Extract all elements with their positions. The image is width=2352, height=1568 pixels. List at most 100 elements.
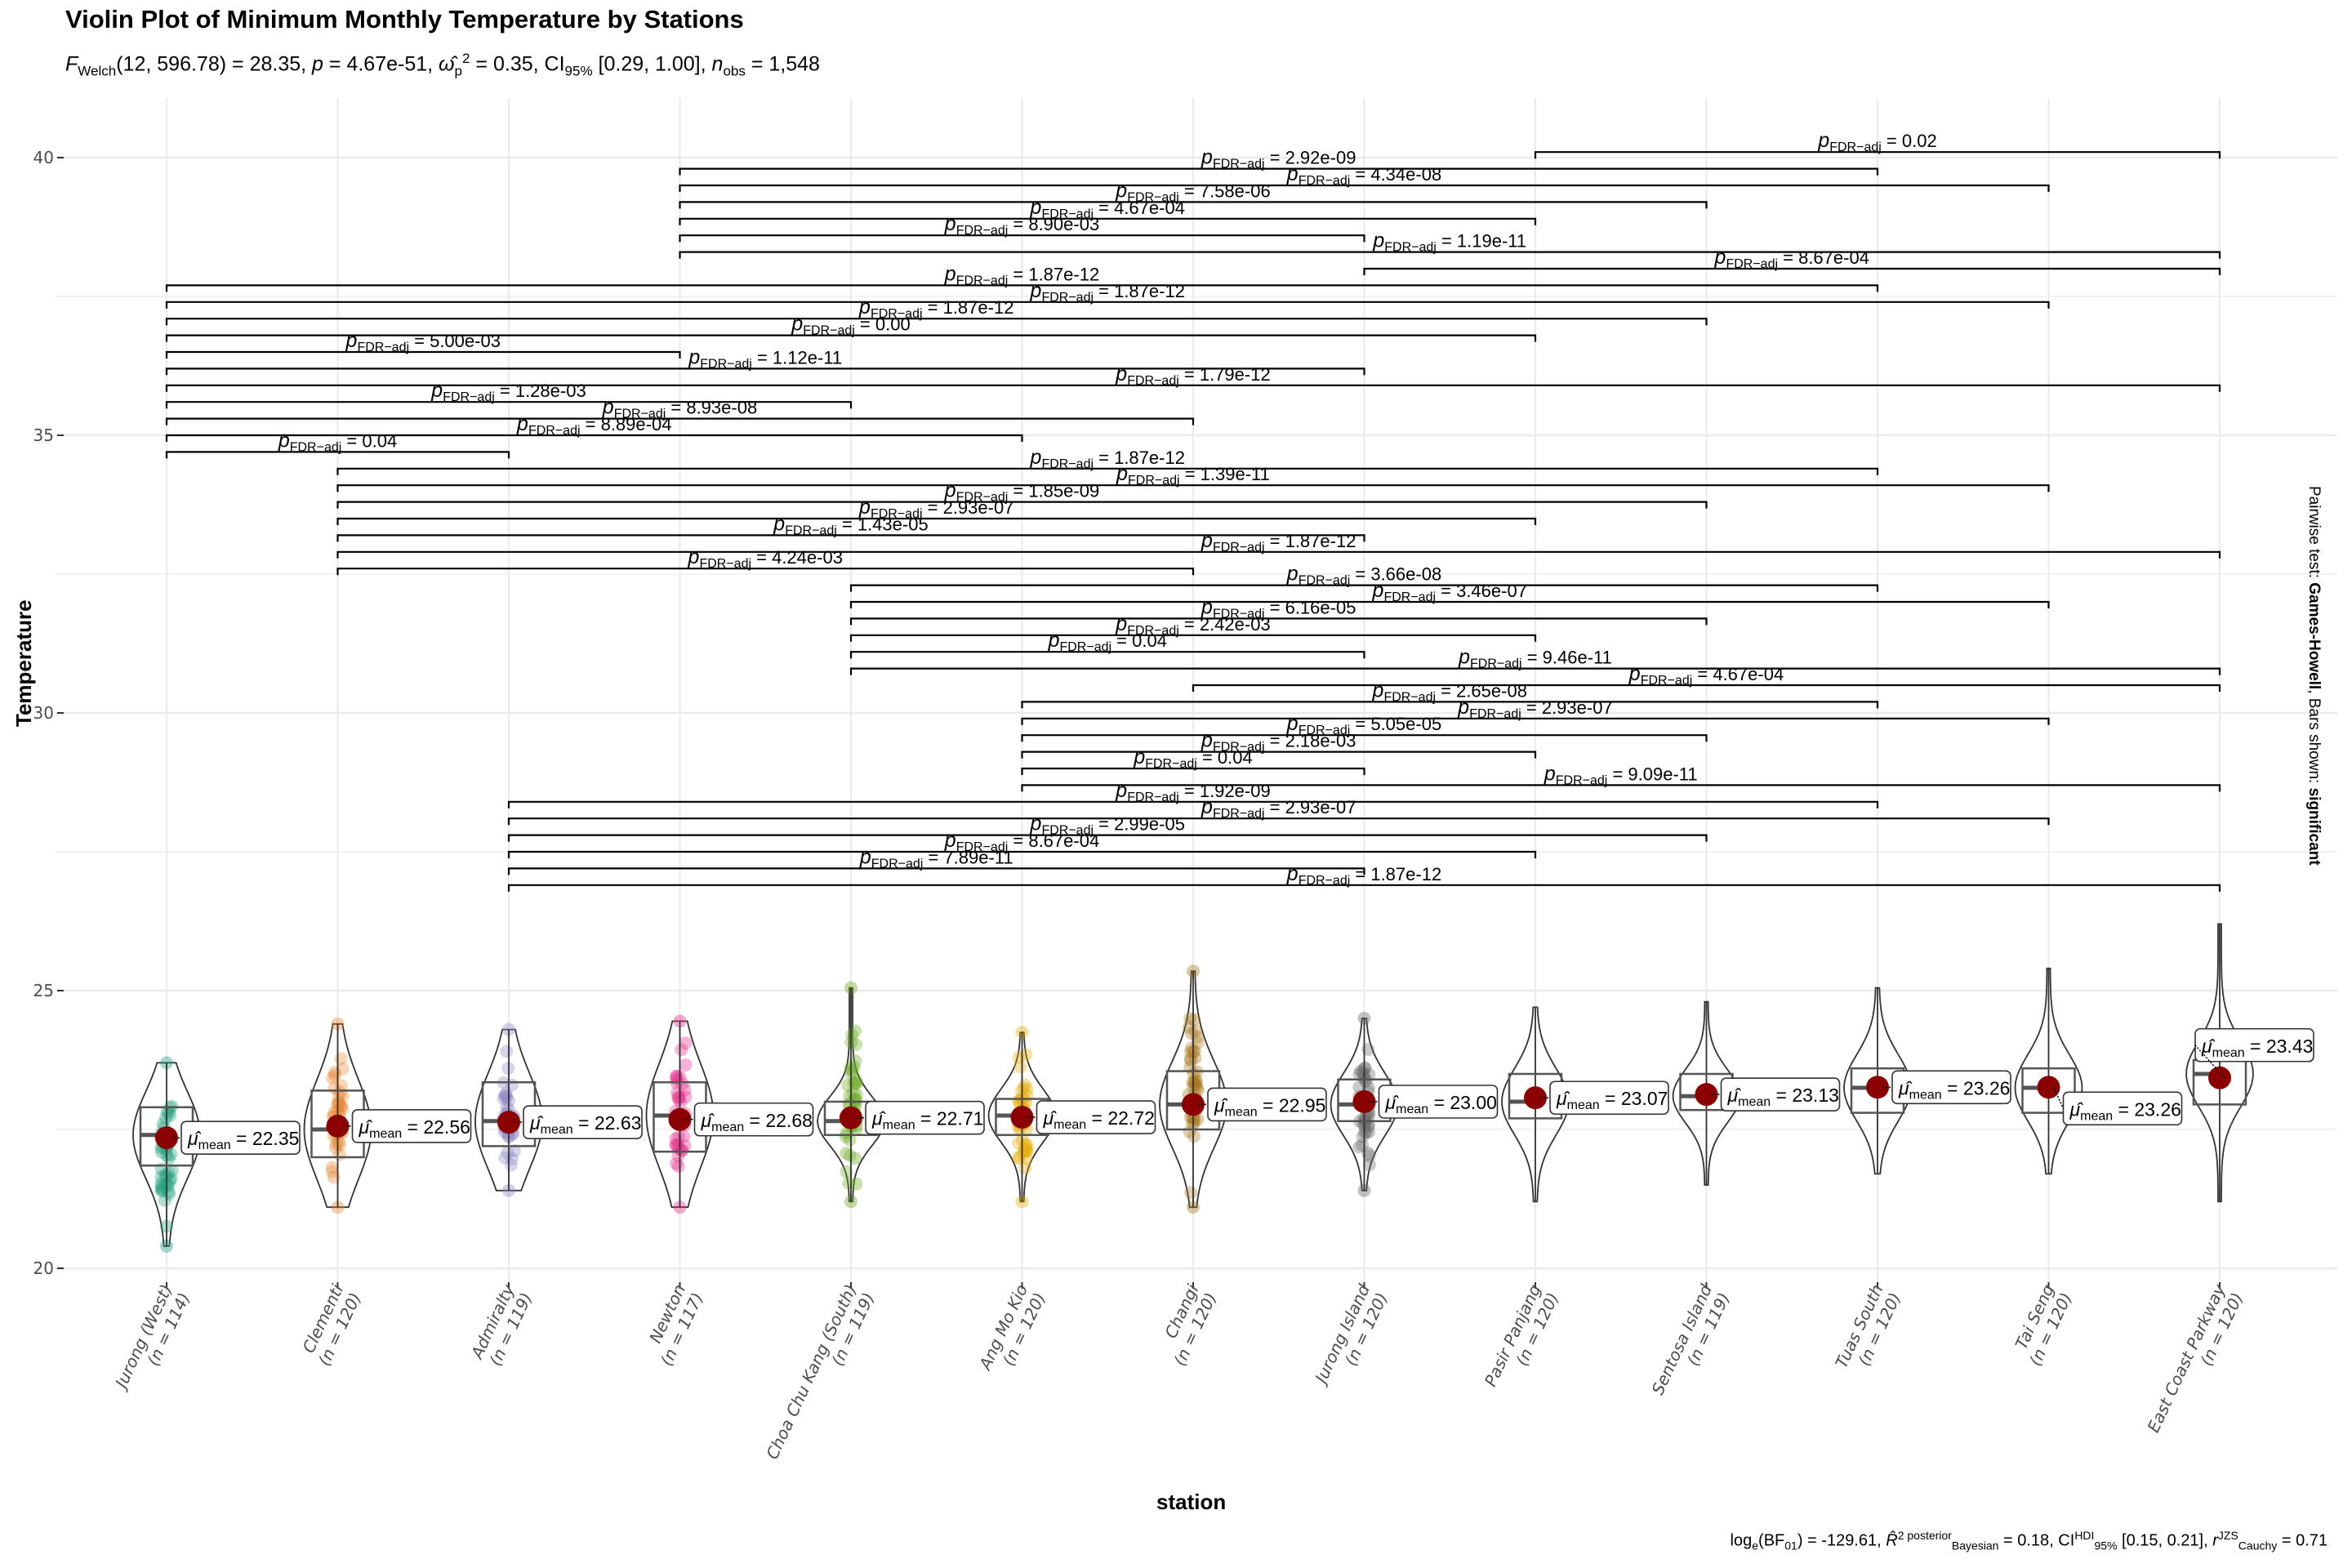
data-point [327, 1068, 341, 1082]
data-point [336, 1089, 350, 1102]
pairwise-caption: Pairwise test: Games-Howell, Bars shown:… [2305, 486, 2323, 866]
comparison-p-label: pFDR−adj = 1.87e-12 [1286, 862, 1441, 888]
comparison-p-label: pFDR−adj = 8.67e-04 [944, 829, 1099, 854]
comparison-p-label: pFDR−adj = 3.66e-08 [1286, 563, 1441, 588]
x-tick-label: East Coast Parkway(n = 120) [2144, 1281, 2247, 1436]
mean-label: μ̂mean = 23.00 [1369, 1085, 1499, 1119]
comparison-p-label: pFDR−adj = 0.00 [791, 313, 910, 338]
data-point [1358, 1113, 1372, 1127]
data-point [1362, 1067, 1376, 1081]
comparison-bracket [507, 800, 1879, 808]
x-tick-label: Choa Chu Kang (South)(n = 119) [762, 1281, 878, 1463]
subtitle-df2: 596.78 [157, 52, 220, 76]
data-point [1184, 1054, 1198, 1067]
comparison-p-label: pFDR−adj = 2.42e-03 [1115, 612, 1270, 638]
station-violin [1672, 1000, 1741, 1186]
data-point [842, 1176, 856, 1190]
station-violin [2185, 923, 2254, 1203]
data-point [158, 1193, 172, 1207]
subtitle-test: Welch [78, 63, 117, 79]
data-point [497, 1092, 510, 1106]
data-point [843, 1148, 857, 1162]
comparison-bracket [1021, 717, 2050, 725]
comparison-bracket [165, 284, 1879, 292]
mean-point [1010, 1106, 1034, 1129]
comparison-p-label: pFDR−adj = 8.90e-03 [944, 212, 1099, 238]
mean-point [497, 1111, 520, 1134]
subtitle-p: 4.67e-51 [346, 52, 428, 76]
comparison-p-label: pFDR−adj = 4.24e-03 [688, 546, 843, 571]
pairwise-test-name: Games-Howell [2305, 582, 2323, 690]
mean-label: μ̂mean = 22.68 [684, 1102, 814, 1137]
x-tick-label: Sentosa Island(n = 119) [1648, 1281, 1734, 1398]
comparison-p-label: pFDR−adj = 1.28e-03 [430, 379, 586, 404]
comparison-bracket [165, 334, 1537, 342]
comparison-bracket [679, 217, 1537, 225]
data-point [679, 1036, 693, 1050]
y-tick-label: 25 [33, 981, 54, 1000]
mean-label-box [1891, 1070, 2011, 1105]
mean-label-text: μ̂mean = 22.95 [1214, 1094, 1325, 1119]
data-point [325, 1165, 339, 1178]
mean-label: μ̂mean = 22.95 [1198, 1087, 1327, 1122]
data-point [675, 1043, 688, 1057]
subtitle-df1: 12 [122, 52, 146, 76]
y-tick-label: 40 [33, 148, 54, 167]
comparison-p-label: pFDR−adj = 9.46e-11 [1458, 646, 1612, 671]
mean-label: μ̂mean = 23.26 [1882, 1070, 2011, 1105]
data-point [1356, 1129, 1370, 1143]
data-point [329, 1137, 343, 1151]
mean-label: μ̂mean = 23.43 [2194, 1027, 2314, 1079]
mean-label-text: μ̂mean = 22.72 [1043, 1107, 1155, 1132]
data-point [678, 1083, 692, 1097]
comparison-p-label: pFDR−adj = 4.34e-08 [1286, 163, 1441, 188]
comparison-bracket [165, 318, 1708, 326]
mean-label-text: μ̂mean = 23.13 [1727, 1085, 1839, 1109]
comparison-p-label: pFDR−adj = 2.93e-07 [1457, 696, 1612, 721]
pairwise-bars-shown: significant [2305, 787, 2323, 866]
data-point [669, 1138, 683, 1152]
data-point [504, 1158, 518, 1172]
data-point [849, 1038, 863, 1052]
comparison-p-label: pFDR−adj = 2.93e-07 [858, 496, 1013, 521]
mean-label-box [1549, 1080, 1669, 1116]
station-violin [1843, 987, 1912, 1175]
data-point [1187, 1129, 1201, 1143]
violin-outline [303, 1022, 372, 1209]
comparison-p-label: pFDR−adj = 8.89e-04 [516, 412, 671, 438]
data-point [669, 1132, 683, 1146]
data-point [1187, 1113, 1201, 1127]
data-point [161, 1166, 175, 1180]
station-violin [987, 1026, 1057, 1209]
station-violin [645, 1014, 715, 1214]
x-axis-label: station [1156, 1490, 1227, 1514]
comparison-bracket [849, 600, 2050, 608]
comparison-p-label: pFDR−adj = 1.85e-09 [944, 479, 1099, 505]
comparison-p-label: pFDR−adj = 1.79e-12 [1115, 363, 1270, 388]
y-tick-label: 35 [33, 425, 54, 445]
data-point [840, 1126, 853, 1140]
mean-label-text: μ̂mean = 22.56 [359, 1116, 470, 1141]
data-point [1362, 1158, 1376, 1172]
station-violin [817, 981, 885, 1209]
pairwise-caption-middle: , Bars shown: [2305, 689, 2323, 788]
violin-outline [1672, 1000, 1741, 1186]
comparison-bracket [1021, 701, 1879, 709]
data-point [325, 1160, 339, 1174]
comparison-p-label: pFDR−adj = 0.04 [1048, 629, 1167, 654]
mean-point [840, 1106, 862, 1129]
data-point [507, 1144, 521, 1158]
data-point [840, 1165, 853, 1178]
data-point [162, 1152, 176, 1165]
comparison-bracket [507, 834, 1708, 842]
comparison-bracket [849, 617, 1708, 626]
data-point [849, 1094, 863, 1107]
pairwise-caption-prefix: Pairwise test: [2305, 486, 2323, 583]
mean-point [2208, 1066, 2231, 1089]
data-point [155, 1179, 169, 1193]
data-point [1016, 1147, 1030, 1160]
comparison-bracket [336, 517, 1537, 525]
data-point [332, 1147, 346, 1161]
data-point [1352, 1140, 1366, 1154]
